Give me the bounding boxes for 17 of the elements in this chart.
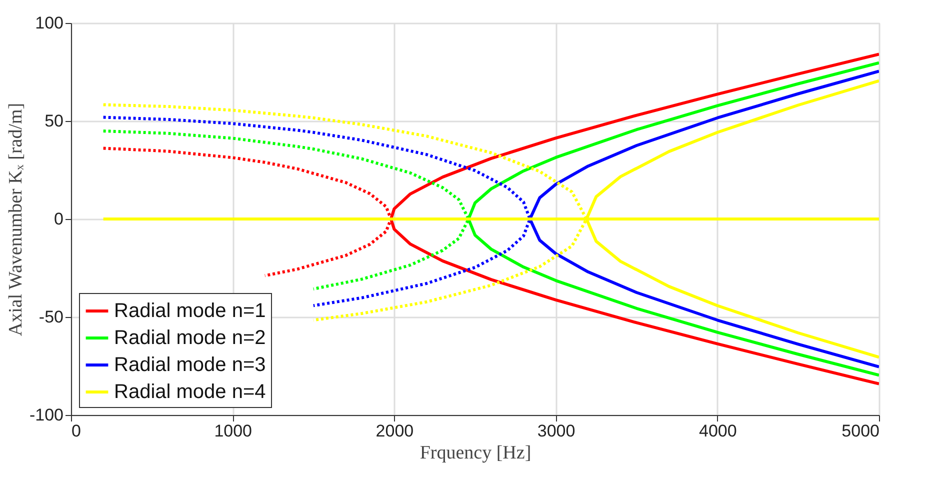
x-tick-label: 2000 [376, 422, 414, 440]
y-axis-title: Axial Wavenumber Kₓ [rad/m] [5, 102, 26, 336]
legend-label: Radial mode n=1 [114, 300, 266, 322]
x-tick-label: 3000 [537, 422, 576, 440]
x-tick-label: 4000 [698, 422, 737, 440]
y-tick-label: -100 [29, 406, 64, 424]
x-tick-label: 5000 [842, 422, 880, 440]
x-tick-label: 1000 [214, 422, 252, 440]
legend-label: Radial mode n=2 [114, 327, 266, 349]
legend-label: Radial mode n=4 [114, 381, 266, 403]
y-tick-label: 50 [44, 112, 64, 130]
y-tick-label: 0 [54, 210, 64, 228]
y-tick-label: 100 [35, 14, 64, 32]
y-tick-label: -50 [38, 308, 64, 326]
x-axis-title: Frquency [Hz] [420, 442, 532, 464]
legend-label: Radial mode n=3 [114, 354, 266, 376]
x-tick-label: 0 [72, 422, 81, 440]
